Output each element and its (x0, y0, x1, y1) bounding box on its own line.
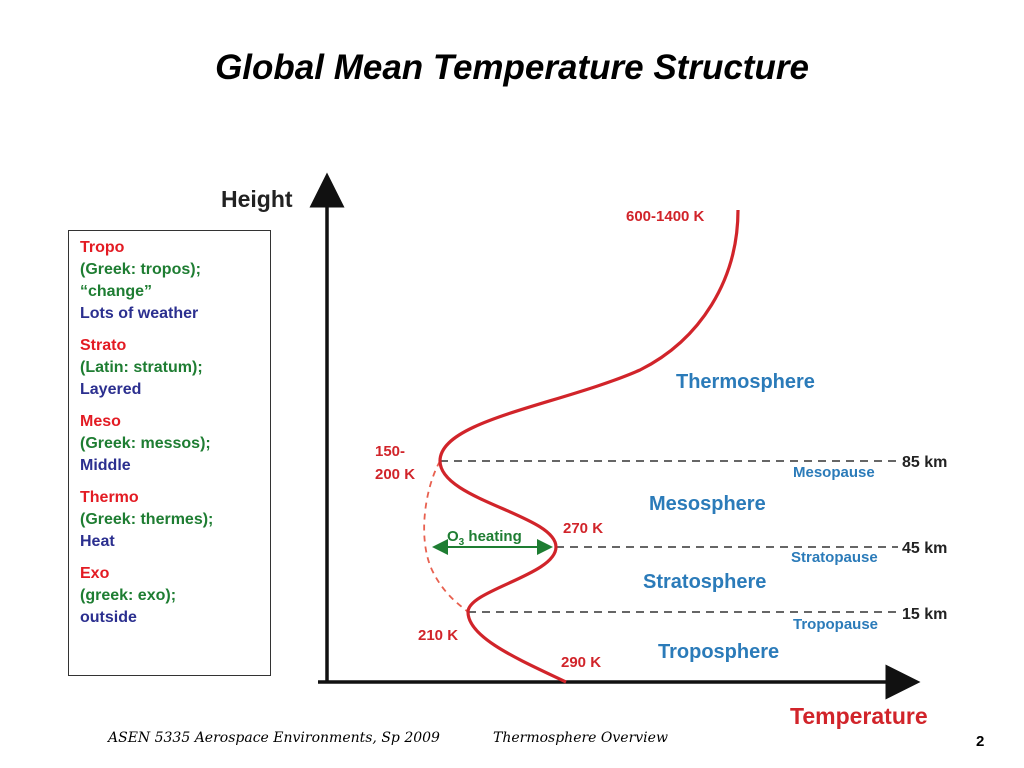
legend-meaning: Layered (80, 381, 142, 398)
mesopause-label: Mesopause (793, 464, 875, 481)
stratosphere-label: Stratosphere (643, 571, 766, 593)
legend-meaning: Lots of weather (80, 305, 199, 322)
meso-temp-label-line1: 150- (375, 443, 405, 460)
etymology-legend: Tropo (Greek: tropos); “change” Lots of … (68, 230, 271, 676)
slide-title: Global Mean Temperature Structure (215, 48, 809, 87)
legend-origin: (greek: exo); (80, 587, 177, 604)
legend-entry-meso: Meso (Greek: messos); Middle (80, 411, 270, 477)
footer-course: ASEN 5335 Aerospace Environments, Sp 200… (108, 730, 440, 746)
thermosphere-label: Thermosphere (676, 371, 815, 393)
mesosphere-label: Mesosphere (649, 493, 766, 515)
legend-meaning: Heat (80, 533, 115, 550)
no-ozone-dashed-profile (423, 460, 469, 613)
stratopause-height-label: 45 km (902, 540, 947, 557)
legend-prefix: Meso (80, 413, 121, 430)
strato-temp-label: 270 K (563, 520, 603, 537)
meso-temp-label-line2: 200 K (375, 466, 415, 483)
page-number: 2 (976, 733, 985, 750)
legend-prefix: Strato (80, 337, 127, 354)
tropo-temp-label: 210 K (418, 627, 458, 644)
legend-origin: (Latin: stratum); (80, 359, 203, 376)
top-temp-label: 600-1400 K (626, 208, 705, 225)
legend-meaning: outside (80, 609, 137, 626)
surface-temp-label: 290 K (561, 654, 601, 671)
temperature-profile-curve (438, 209, 740, 684)
legend-prefix: Tropo (80, 239, 125, 256)
legend-entry-tropo: Tropo (Greek: tropos); “change” Lots of … (80, 237, 270, 325)
legend-origin: (Greek: thermes); (80, 511, 214, 528)
legend-origin: (Greek: messos); (80, 435, 211, 452)
legend-entry-exo: Exo (greek: exo); outside (80, 563, 270, 629)
troposphere-label: Troposphere (658, 641, 779, 663)
ozone-heating-label: O3 heating (447, 528, 522, 548)
legend-prefix: Thermo (80, 489, 139, 506)
tropopause-label: Tropopause (793, 616, 878, 633)
mesopause-height-label: 85 km (902, 454, 947, 471)
legend-entry-strato: Strato (Latin: stratum); Layered (80, 335, 270, 401)
footer-topic: Thermosphere Overview (493, 730, 668, 746)
x-axis-label: Temperature (790, 703, 928, 729)
legend-entry-thermo: Thermo (Greek: thermes); Heat (80, 487, 270, 553)
legend-origin: (Greek: tropos); (80, 261, 201, 278)
tropopause-height-label: 15 km (902, 606, 947, 623)
legend-meaning-quoted: “change” (80, 283, 153, 300)
legend-prefix: Exo (80, 565, 110, 582)
legend-meaning: Middle (80, 457, 131, 474)
stratopause-label: Stratopause (791, 549, 878, 566)
y-axis-label: Height (221, 186, 293, 212)
